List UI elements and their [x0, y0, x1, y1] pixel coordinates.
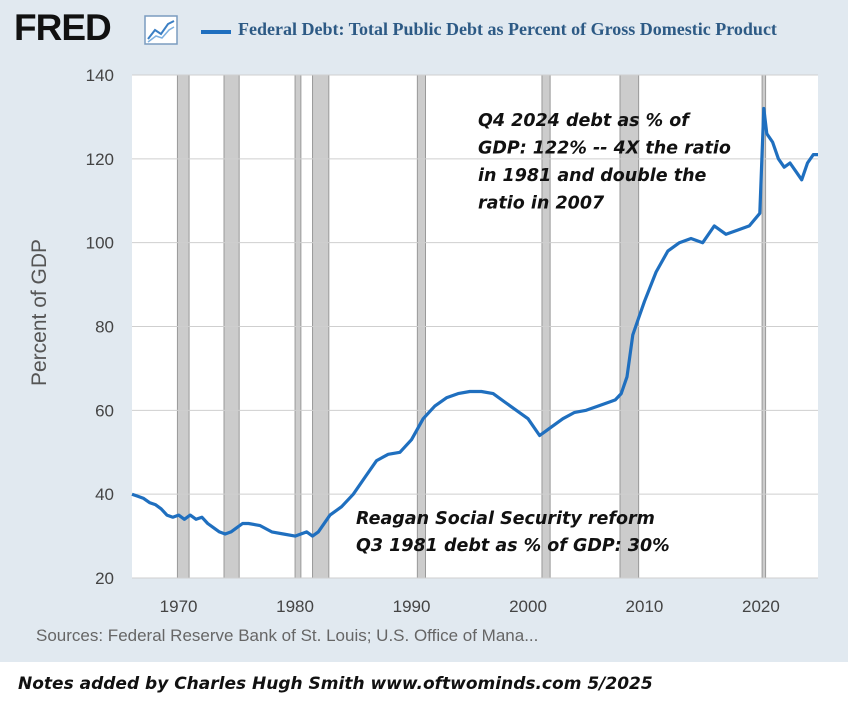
y-axis-label: Percent of GDP: [28, 238, 51, 386]
annotation-text: ratio in 2007: [478, 194, 605, 214]
annotation-text: in 1981 and double the: [478, 166, 707, 186]
y-tick-label: 140: [86, 66, 114, 85]
y-tick-label: 120: [86, 150, 114, 169]
legend-swatch: [201, 30, 231, 34]
y-tick-label: 100: [86, 234, 114, 253]
annotation-text: Q3 1981 debt as % of GDP: 30%: [356, 536, 670, 556]
x-tick-label: 1980: [276, 597, 314, 616]
y-tick-label: 40: [95, 485, 114, 504]
series-line: [131, 106, 818, 538]
annotation-text: Q4 2024 debt as % of: [478, 111, 691, 131]
line-chart: 20 40 60 80 100 120 140 1970 1980 1990 2000 2010 202…: [86, 66, 818, 616]
y-tick-label: 20: [95, 569, 114, 588]
fred-logo[interactable]: FRED: [14, 7, 112, 48]
y-tick-label: 60: [95, 401, 114, 420]
footer-note: Notes added by Charles Hugh Smith www.of…: [18, 674, 653, 694]
line-chart-icon: [144, 15, 178, 45]
x-tick-label: 2010: [626, 597, 664, 616]
annotation-text: GDP: 122% -- 4X the ratio: [478, 139, 731, 159]
series-title[interactable]: Federal Debt: Total Public Debt as Perce…: [238, 19, 777, 39]
y-tick-label: 80: [95, 318, 114, 337]
sources-note[interactable]: Sources: Federal Reserve Bank of St. Lou…: [36, 626, 539, 645]
x-tick-label: 2000: [509, 597, 547, 616]
x-tick-label: 1990: [393, 597, 431, 616]
x-tick-label: 1970: [160, 597, 198, 616]
x-tick-label: 2020: [742, 597, 780, 616]
annotation-text: Reagan Social Security reform: [356, 509, 655, 529]
